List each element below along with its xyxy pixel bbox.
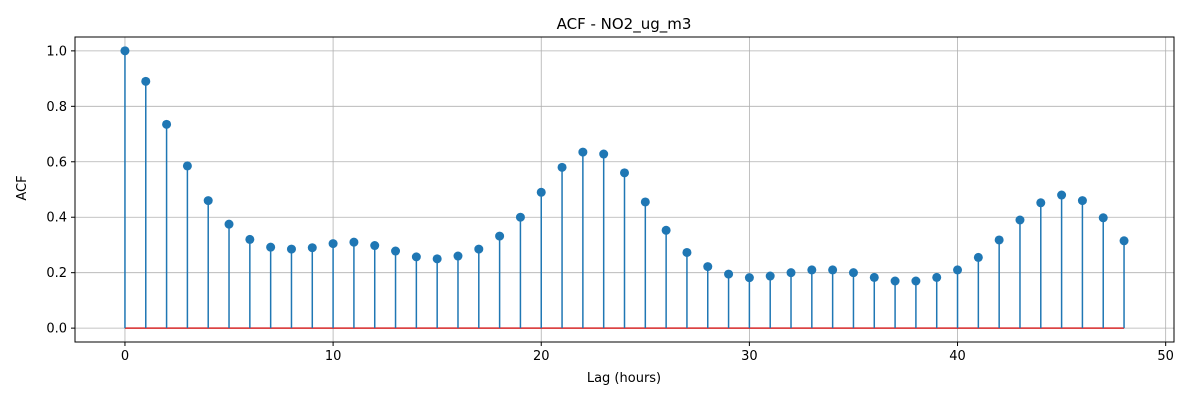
y-tick-label: 0.6 [46, 155, 67, 170]
stem-marker [578, 147, 588, 157]
stem-marker [703, 262, 713, 272]
stem-marker [786, 268, 796, 278]
stem-marker [224, 219, 234, 229]
stem-marker [515, 212, 525, 222]
y-tick-label: 0.8 [46, 100, 67, 115]
stem-marker [536, 187, 546, 197]
stem-marker [1098, 213, 1108, 223]
stem-marker [765, 271, 775, 281]
stem-marker [1119, 236, 1129, 246]
stem-marker [349, 237, 359, 247]
x-axis-label: Lag (hours) [587, 371, 661, 386]
stem-marker [1057, 190, 1067, 200]
x-tick-label: 20 [533, 349, 550, 364]
stem-marker [557, 162, 567, 172]
stem-marker [453, 251, 463, 261]
stem-marker [724, 269, 734, 279]
ticks-layer: 0 10 20 30 40 50 0.0 0.2 0.4 0.6 0.8 1.0 [46, 44, 1174, 364]
x-tick-label: 10 [325, 349, 342, 364]
y-tick-label: 1.0 [46, 44, 67, 59]
stem-marker [848, 268, 858, 278]
stem-marker [182, 161, 192, 171]
stem-marker [495, 231, 505, 241]
stem-marker [162, 119, 172, 129]
stem-marker [286, 244, 296, 254]
stem-marker [828, 265, 838, 275]
y-axis-label: ACF [15, 175, 30, 200]
stem-marker [1015, 215, 1025, 225]
stem-marker [141, 76, 151, 86]
stem-marker [640, 197, 650, 207]
x-tick-label: 0 [121, 349, 129, 364]
stem-marker [932, 272, 942, 282]
stem-marker [370, 241, 380, 251]
stem-marker [1036, 198, 1046, 208]
markers-layer [120, 46, 1129, 286]
stem-marker [266, 242, 276, 252]
stem-marker [682, 247, 692, 257]
plot-frame [74, 36, 1175, 343]
stem-marker [432, 254, 442, 264]
stem-marker [599, 149, 609, 159]
stem-marker [120, 46, 130, 56]
stem-marker [245, 234, 255, 244]
stem-marker [953, 265, 963, 275]
stem-marker [1077, 196, 1087, 206]
stem-marker [807, 265, 817, 275]
x-tick-label: 50 [1157, 349, 1174, 364]
stem-marker [744, 273, 754, 283]
stem-marker [869, 272, 879, 282]
stem-marker [328, 239, 338, 249]
y-tick-label: 0.4 [46, 211, 67, 226]
x-tick-label: 40 [949, 349, 966, 364]
stem-marker [391, 246, 401, 256]
stem-marker [474, 244, 484, 254]
stem-marker [661, 225, 671, 235]
stem-marker [411, 252, 421, 262]
stem-marker [890, 276, 900, 286]
stem-marker [911, 276, 921, 286]
stem-marker [307, 243, 317, 253]
chart-title: ACF - NO2_ug_m3 [557, 15, 692, 34]
stem-marker [994, 235, 1004, 245]
x-tick-label: 30 [741, 349, 758, 364]
stem-marker [203, 196, 213, 206]
stem-marker [973, 252, 983, 262]
y-tick-label: 0.2 [46, 266, 67, 281]
stems-layer [124, 50, 1125, 329]
y-tick-label: 0.0 [46, 322, 67, 337]
stem-marker [620, 168, 629, 178]
